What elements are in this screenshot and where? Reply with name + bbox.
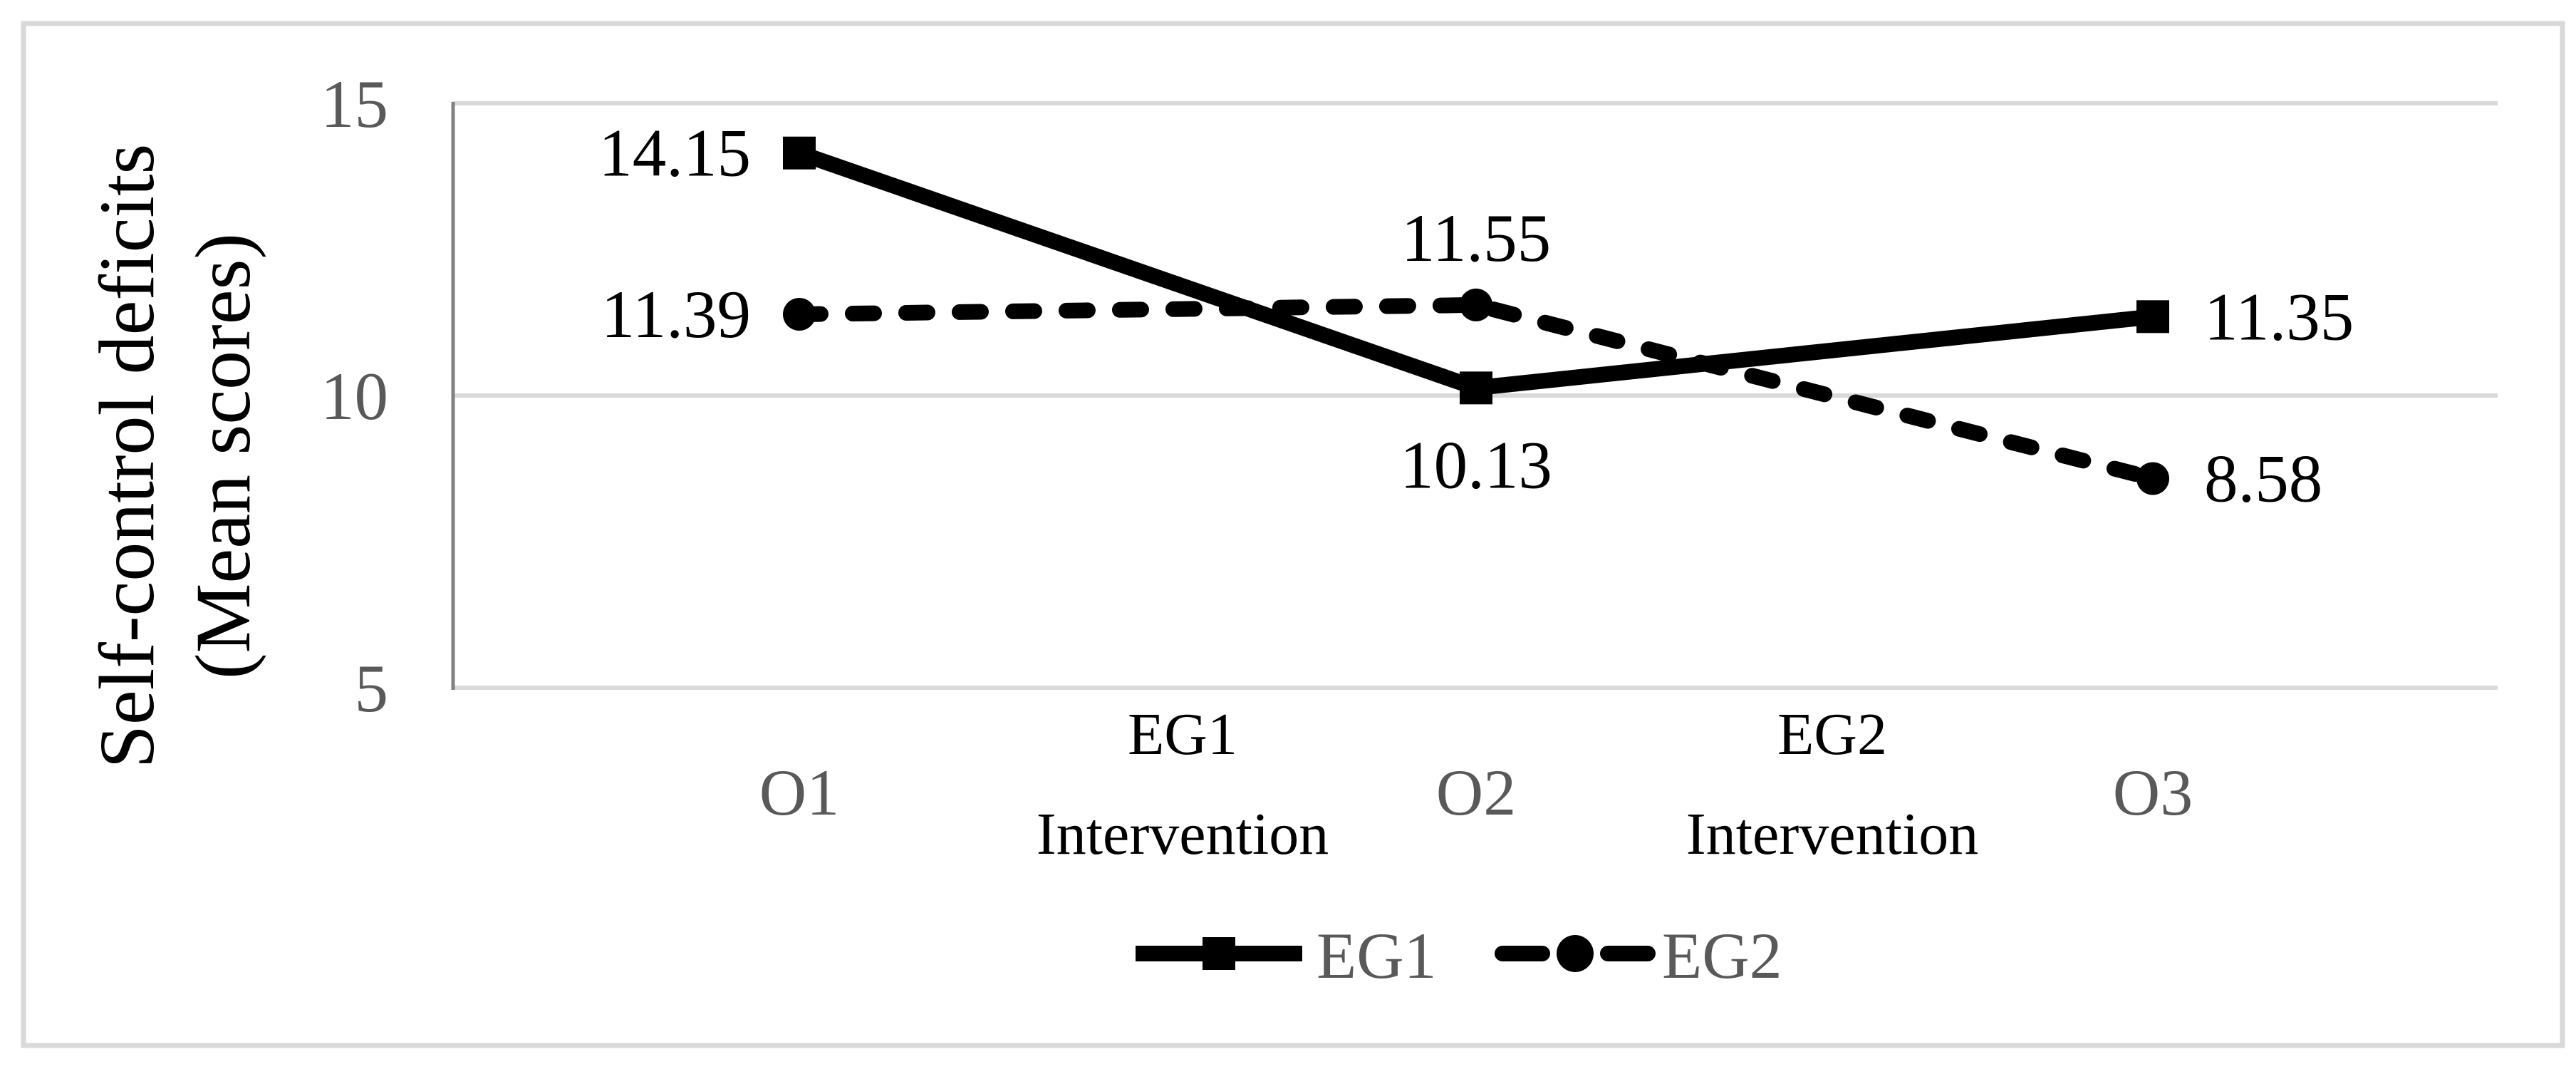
y-axis-title-line-2: (Mean scores) bbox=[180, 233, 266, 679]
series-EG1-marker-O1 bbox=[783, 136, 816, 170]
legend-EG2-label: EG2 bbox=[1662, 919, 1782, 992]
series-EG2-marker-O2 bbox=[1460, 288, 1492, 321]
x-category-label-O2: O2 bbox=[1436, 756, 1516, 829]
x-annotation-EG1-Intervention-line-2: Intervention bbox=[1037, 801, 1329, 867]
legend-EG1-swatch-marker bbox=[1203, 937, 1235, 970]
series-EG1-marker-O2 bbox=[1460, 371, 1492, 405]
series-EG1-marker-O3 bbox=[2136, 300, 2169, 334]
series-EG2-line bbox=[791, 296, 2161, 487]
y-axis-title-line-1: Self-control deficits bbox=[83, 144, 170, 769]
y-tick-label-5: 5 bbox=[355, 651, 389, 726]
series-EG2-marker-O3 bbox=[2136, 462, 2169, 495]
x-category-label-O3: O3 bbox=[2113, 756, 2193, 829]
data-label-EG1-O2: 10.13 bbox=[1400, 427, 1552, 502]
figure-frame bbox=[21, 21, 2565, 1048]
data-label-EG1-O3: 11.35 bbox=[2204, 279, 2354, 354]
legend-EG2-swatch-marker bbox=[1557, 935, 1594, 972]
x-annotation-EG2-Intervention-line-2: Intervention bbox=[1686, 801, 1979, 867]
data-label-EG2-O1: 11.39 bbox=[601, 277, 751, 352]
y-tick-label-10: 10 bbox=[321, 358, 388, 434]
series-EG2-marker-O1 bbox=[783, 298, 816, 331]
data-label-EG1-O1: 14.15 bbox=[598, 115, 751, 191]
y-tick-label-15: 15 bbox=[321, 66, 388, 142]
x-category-label-O1: O1 bbox=[759, 756, 839, 829]
data-label-EG2-O3: 8.58 bbox=[2204, 440, 2322, 516]
x-annotation-EG1-Intervention-line-1: EG1 bbox=[1128, 701, 1237, 768]
x-annotation-EG2-Intervention-line-1: EG2 bbox=[1777, 701, 1887, 768]
data-label-EG2-O2: 11.55 bbox=[1401, 200, 1551, 276]
legend-EG1-label: EG1 bbox=[1316, 919, 1437, 992]
